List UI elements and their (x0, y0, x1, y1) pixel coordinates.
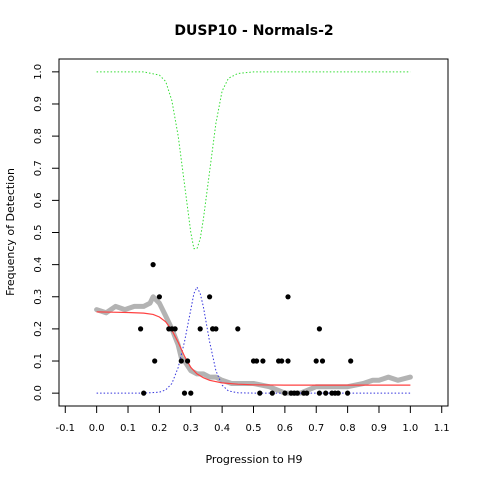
scatter-point (150, 262, 156, 268)
scatter-point (323, 390, 329, 396)
plot-frame (58, 58, 449, 407)
scatter-point (313, 358, 319, 364)
scatter-point (316, 390, 322, 396)
x-tick-label: 0.1 (120, 423, 136, 434)
series-layer (94, 71, 413, 396)
scatter-point (316, 326, 322, 332)
x-axis: -0.1 0.0 0.1 0.2 0.3 0.4 0.5 0.6 0.7 0.8 0.9 1.0 1.1 (56, 405, 450, 434)
scatter-point (185, 358, 191, 364)
chart-title: DUSP10 - Normals-2 (174, 23, 333, 39)
y-tick-label: 0.1 (33, 353, 44, 369)
y-tick-label: 0.5 (33, 225, 44, 241)
scatter-point (260, 358, 266, 364)
x-tick-label: 0.7 (308, 423, 324, 434)
y-tick-label: 0.8 (33, 128, 44, 144)
scatter-point (294, 390, 300, 396)
scatter-point (345, 390, 351, 396)
x-tick-label: 0.5 (246, 423, 262, 434)
scatter-point (213, 326, 219, 332)
scatter-point (207, 294, 213, 300)
y-tick-label: 0.3 (33, 289, 44, 305)
x-tick-label: 1.1 (434, 423, 450, 434)
scatter-point (178, 358, 184, 364)
scatter-point (181, 390, 188, 396)
series-fitted-curve-line (96, 311, 411, 386)
y-tick-label: 1.0 (33, 64, 44, 80)
y-axis-label: Frequency of Detection (4, 168, 17, 296)
scatter-point (188, 390, 194, 396)
y-axis: 0.0 0.1 0.2 0.3 0.4 0.5 0.6 0.7 0.8 0.9 1.0 (33, 64, 60, 401)
scatter-point (282, 390, 288, 396)
scatter-point (152, 358, 158, 364)
x-tick-label: -0.1 (56, 423, 76, 434)
scatter-point (348, 358, 354, 364)
x-tick-label: 0.0 (89, 423, 105, 434)
scatter-point (197, 326, 203, 332)
x-tick-label: 0.6 (277, 423, 293, 434)
x-tick-label: 0.2 (151, 423, 167, 434)
y-tick-label: 0.2 (33, 321, 44, 337)
scatter-point (172, 326, 178, 332)
y-tick-label: 0.4 (33, 257, 44, 273)
x-tick-label: 0.9 (371, 423, 387, 434)
series-moving-average-line (94, 294, 413, 396)
scatter-point (257, 390, 263, 396)
x-tick-label: 1.0 (402, 423, 418, 434)
scatter-point (304, 390, 310, 396)
x-tick-label: 0.8 (340, 423, 356, 434)
y-tick-label: 0.7 (33, 160, 44, 176)
x-axis-label: Progression to H9 (205, 453, 302, 466)
scatter-point (285, 358, 291, 364)
series-upper-curve-line (96, 71, 411, 250)
scatter-point (254, 358, 260, 364)
x-tick-label: 0.4 (214, 423, 230, 434)
scatter-point (156, 294, 162, 300)
scatter-point (138, 326, 144, 332)
scatter-point (335, 390, 341, 396)
scatter-point (279, 358, 285, 364)
y-tick-label: 0.6 (33, 192, 44, 208)
scatter-point (269, 390, 275, 396)
y-tick-label: 0.0 (33, 385, 44, 401)
series-peak-curve-line (96, 285, 411, 394)
scatter-point (141, 390, 147, 396)
scatter-point (285, 294, 291, 300)
y-tick-label: 0.9 (33, 96, 44, 112)
scatter-point (319, 358, 326, 364)
scatter-point (235, 326, 241, 332)
x-tick-label: 0.3 (183, 423, 199, 434)
